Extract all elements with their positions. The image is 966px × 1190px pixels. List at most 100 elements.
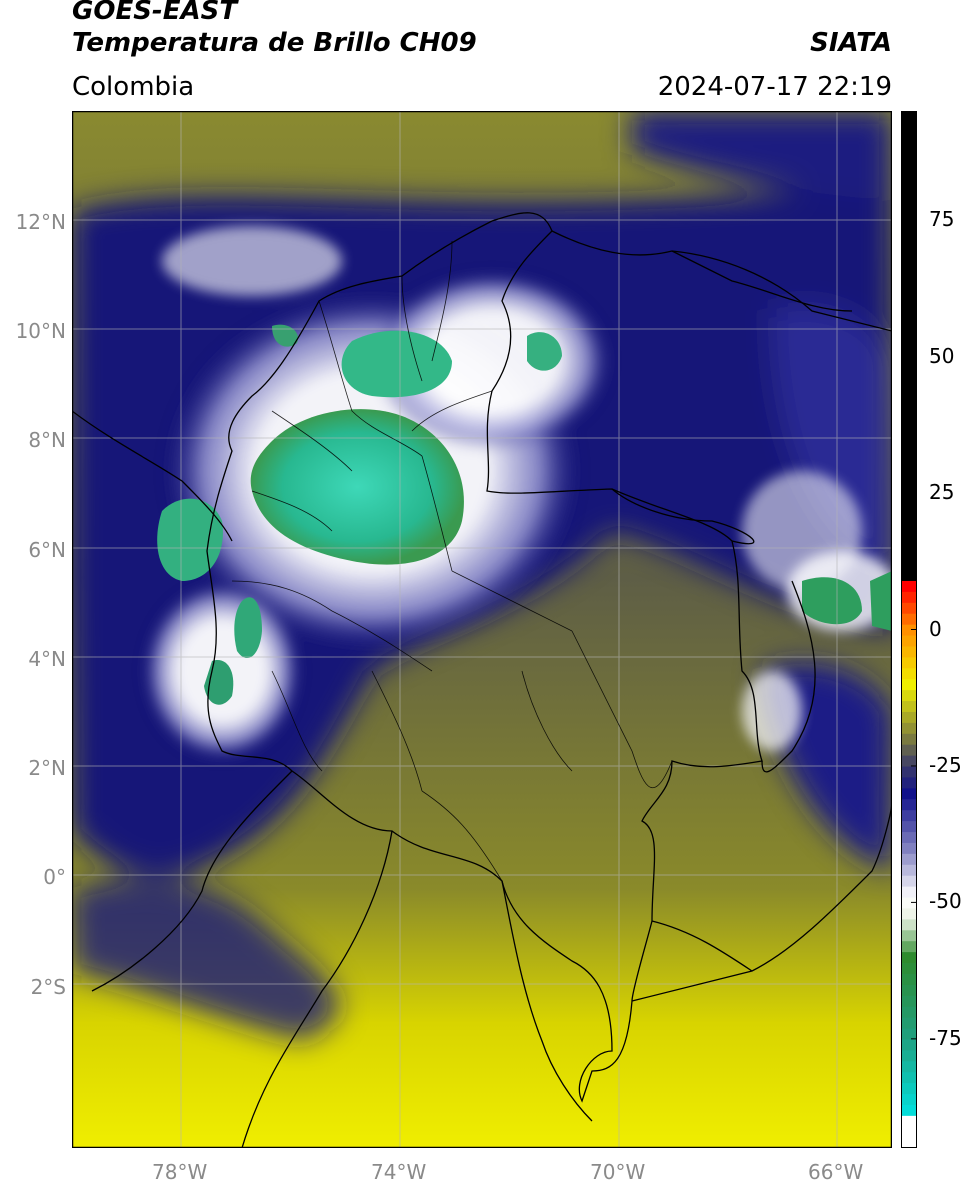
- colorbar-band: [901, 820, 917, 833]
- colorbar-band: [901, 427, 917, 440]
- colorbar-band: [901, 416, 917, 429]
- political-borders: [72, 212, 892, 1148]
- colorbar-band: [901, 951, 917, 964]
- colorbar-band: [901, 372, 917, 385]
- colorbar-band: [901, 831, 917, 843]
- colorbar-band: [901, 667, 917, 680]
- lat-label: 12°N: [15, 210, 66, 234]
- colorbar-band: [901, 842, 917, 854]
- colorbar-band: [901, 143, 917, 156]
- colorbar-band: [901, 351, 917, 363]
- colorbar-band: [901, 362, 917, 374]
- colorbar-band: [901, 602, 917, 614]
- gridlines: [72, 111, 892, 1148]
- colorbar-band: [901, 765, 917, 778]
- colorbar-band: [901, 995, 917, 1007]
- colorbar-band: [901, 307, 917, 319]
- title-line-2: Temperatura de Brillo CH09: [72, 28, 477, 58]
- colorbar-band: [901, 241, 917, 254]
- colorbar-band: [901, 176, 917, 189]
- colorbar-band: [901, 296, 917, 309]
- colorbar-band: [901, 121, 917, 134]
- colorbar-band: [901, 1071, 917, 1084]
- colorbar-label: 50: [929, 343, 955, 368]
- colorbar-band: [901, 482, 917, 494]
- lon-label: 78°W: [152, 1160, 208, 1184]
- lat-label: 6°N: [28, 538, 66, 562]
- colorbar-band: [901, 678, 917, 691]
- colorbar-band: [901, 1093, 917, 1105]
- panama-coast: [72, 410, 233, 542]
- colorbar-band: [901, 787, 917, 800]
- colorbar-band: [901, 962, 917, 974]
- colorbar-band: [901, 263, 917, 276]
- colorbar-band: [901, 220, 917, 232]
- colorbar-band: [901, 558, 917, 571]
- lon-label: 74°W: [371, 1160, 427, 1184]
- colorbar-band: [901, 1126, 917, 1138]
- colorbar-band: [901, 471, 917, 483]
- colorbar-band: [901, 776, 917, 789]
- colorbar-band: [901, 536, 917, 549]
- colorbar-band: [901, 318, 917, 330]
- brazil-border: [631, 800, 892, 1002]
- colorbar-band: [901, 1060, 917, 1073]
- colorbar-band: [901, 252, 917, 265]
- colorbar-band: [901, 460, 917, 472]
- colorbar-band: [901, 340, 917, 352]
- colorbar-band: [901, 886, 917, 898]
- deep-convection: [157, 324, 892, 705]
- colorbar-band: [901, 1104, 917, 1116]
- colorbar-band: [901, 525, 917, 538]
- colorbar-band: [901, 973, 917, 985]
- colorbar-band: [901, 645, 917, 658]
- colorbar-band: [901, 744, 917, 756]
- colorbar-band: [901, 755, 917, 767]
- colorbar-band: [901, 1049, 917, 1062]
- colorbar-band: [901, 864, 917, 876]
- colorbar-band: [901, 405, 917, 418]
- colorbar-band: [901, 1082, 917, 1095]
- colorbar: [901, 111, 917, 1148]
- lat-label: 8°N: [28, 428, 66, 452]
- colorbar-band: [901, 896, 917, 909]
- title-line-1: GOES-EAST: [72, 0, 238, 26]
- colorbar-band: [901, 274, 917, 287]
- colorbar-band: [901, 449, 917, 461]
- brightness-temperature-map: [72, 111, 892, 1148]
- colorbar-band: [901, 929, 917, 942]
- colorbar-band: [901, 1115, 917, 1127]
- colorbar-band: [901, 165, 917, 178]
- colorbar-band: [901, 613, 917, 625]
- colorbar-band: [901, 198, 917, 210]
- lat-label: 2°N: [28, 756, 66, 780]
- venezuela-border: [551, 230, 892, 773]
- colorbar-band: [901, 984, 917, 996]
- colorbar-label: -25: [929, 752, 962, 777]
- colorbar-band: [901, 1038, 917, 1051]
- colorbar-band: [901, 329, 917, 341]
- lat-label: 0°: [43, 865, 66, 889]
- colorbar-band: [901, 722, 917, 734]
- colorbar-band: [901, 547, 917, 560]
- colorbar-band: [901, 711, 917, 723]
- colorbar-band: [901, 503, 917, 516]
- lat-label: 4°N: [28, 647, 66, 671]
- colorbar-band: [901, 187, 917, 199]
- department-borders: [231, 240, 673, 882]
- colorbar-band: [901, 154, 917, 167]
- colorbar-label: -50: [929, 889, 962, 914]
- colorbar-label: -75: [929, 1025, 962, 1050]
- colorbar-band: [901, 656, 917, 669]
- colorbar-band: [901, 493, 917, 505]
- colorbar-band: [901, 853, 917, 865]
- colorbar-band: [901, 918, 917, 931]
- lon-label: 66°W: [808, 1160, 864, 1184]
- colorbar-band: [901, 907, 917, 920]
- source-label: SIATA: [810, 28, 892, 58]
- colorbar-band: [901, 689, 917, 702]
- map-frame: [72, 111, 892, 1148]
- colorbar-band: [901, 514, 917, 527]
- peru-ecuador-border: [91, 770, 593, 1148]
- colorbar-band: [901, 875, 917, 887]
